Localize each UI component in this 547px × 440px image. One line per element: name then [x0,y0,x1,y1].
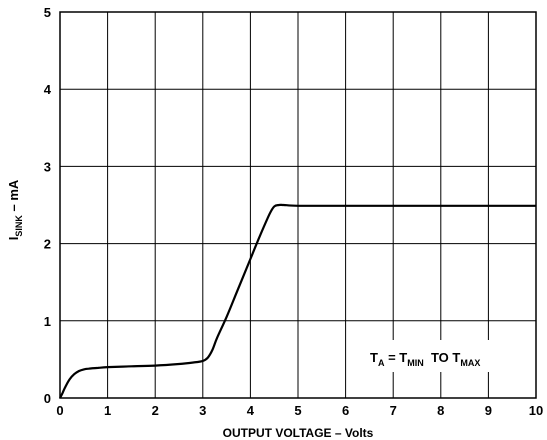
annotation-background [360,340,526,372]
temperature-annotation: TA = TMIN TO TMAX [370,350,480,368]
x-tick-5: 5 [294,403,301,418]
x-tick-7: 7 [390,403,397,418]
x-tick-1: 1 [104,403,111,418]
y-tick-2: 2 [44,237,51,252]
x-tick-10: 10 [529,403,543,418]
isink-curve [59,203,536,399]
x-tick-0: 0 [56,403,63,418]
x-tick-9: 9 [485,403,492,418]
x-tick-8: 8 [437,403,444,418]
y-axis-label: ISINK – mA [6,179,24,240]
x-tick-labels: 0 1 2 3 4 5 6 7 8 9 10 [56,403,543,418]
y-tick-4: 4 [44,82,52,97]
y-tick-labels: 0 1 2 3 4 5 [44,5,52,406]
y-tick-1: 1 [44,314,51,329]
y-tick-3: 3 [44,159,51,174]
x-tick-6: 6 [342,403,349,418]
x-tick-2: 2 [152,403,159,418]
x-tick-4: 4 [247,403,255,418]
y-tick-5: 5 [44,5,51,20]
x-tick-3: 3 [199,403,206,418]
x-axis-label: OUTPUT VOLTAGE – Volts [223,426,374,440]
horizontal-gridlines [60,88,536,322]
y-tick-0: 0 [44,391,51,406]
